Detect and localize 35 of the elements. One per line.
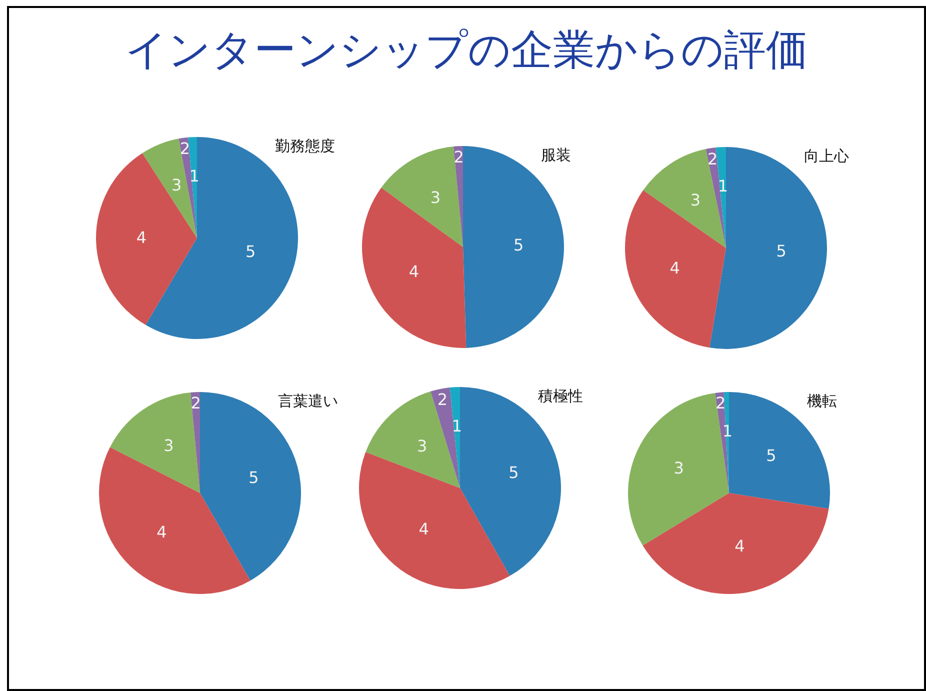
slice-label: 1 <box>189 166 200 186</box>
chart-title: 言葉遣い <box>278 392 338 411</box>
slice-label: 2 <box>190 393 201 412</box>
slice-label: 4 <box>418 519 429 538</box>
slice-label: 3 <box>674 458 684 478</box>
slice-label: 5 <box>245 242 256 261</box>
slice-label: 4 <box>734 536 745 556</box>
slice-label: 2 <box>180 139 190 158</box>
slice-label: 3 <box>171 176 182 195</box>
text: インターンシップの企業からの評価 <box>124 24 809 76</box>
slice-label: 4 <box>408 262 419 282</box>
slice-label: 3 <box>430 188 441 207</box>
slice-label: 2 <box>454 147 464 166</box>
chart-title: 勤務態度 <box>275 137 335 156</box>
chart-title: 向上心 <box>804 147 849 166</box>
slice-label: 1 <box>452 416 462 436</box>
chart-title: 服装 <box>541 146 571 165</box>
slice-label: 1 <box>722 422 733 441</box>
chart-title: 積極性 <box>538 387 583 406</box>
slice-label: 3 <box>164 436 174 456</box>
slice-label: 2 <box>708 149 718 168</box>
slice-label: 5 <box>766 446 776 466</box>
slice-label: 5 <box>508 463 519 482</box>
slice-label: 3 <box>690 190 701 210</box>
slice-label: 1 <box>718 176 728 196</box>
chart-title: 機転 <box>807 392 837 411</box>
slice-label: 5 <box>513 235 524 254</box>
slice-label: 4 <box>156 522 167 542</box>
slice-label: 2 <box>716 394 726 413</box>
slice-label: 3 <box>417 436 428 456</box>
slice-label: 5 <box>776 242 786 261</box>
slice-label: 4 <box>136 228 147 248</box>
slice-label: 5 <box>248 468 259 487</box>
slice-label: 4 <box>670 258 680 278</box>
slice-label: 2 <box>437 390 448 410</box>
